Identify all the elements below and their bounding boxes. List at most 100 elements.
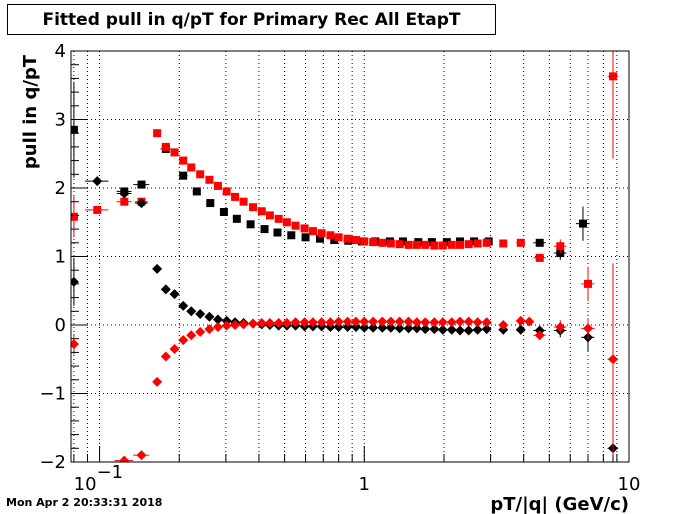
data-point [133,180,150,189]
data-point [438,241,447,250]
data-point [232,214,241,223]
square-marker [170,148,179,157]
diamond-marker [136,450,147,461]
square-marker [456,240,465,249]
square-marker [464,240,473,249]
data-point [273,228,282,237]
diamond-marker [368,316,379,327]
data-point [607,51,619,159]
diamond-marker [429,317,440,328]
data-point [153,129,162,138]
diamond-marker [515,324,526,335]
diamond-marker [316,317,327,328]
data-point [472,324,483,335]
data-point [446,324,457,335]
diamond-marker [281,317,292,328]
data-point [533,330,546,341]
square-marker [395,240,404,249]
data-point [178,335,189,346]
data-point [186,330,197,341]
square-marker [71,125,78,134]
diamond-marker [607,354,618,365]
data-point [299,317,310,328]
data-point [316,317,327,328]
diamond-marker [420,324,431,335]
data-point [581,266,595,302]
square-marker [326,231,335,240]
diamond-marker [212,314,223,325]
data-point [368,316,379,327]
diamond-marker [178,335,189,346]
data-point [385,316,396,327]
diamond-marker [411,317,422,328]
data-point [350,316,361,327]
diamond-marker [290,317,301,328]
data-point [421,240,430,249]
diamond-marker [248,318,259,329]
y-tick-label: −2 [39,452,66,473]
square-marker [249,203,258,212]
data-point [369,238,378,247]
square-marker [404,240,413,249]
diamond-marker [230,320,241,330]
data-point [265,211,274,220]
data-point [463,316,474,327]
square-marker [378,238,387,247]
data-point [212,322,223,333]
diamond-marker [169,289,180,300]
data-point [498,320,509,330]
diamond-marker [333,322,344,333]
diamond-marker [403,323,414,334]
data-point [290,317,301,328]
data-point [213,181,222,190]
diamond-marker [403,316,414,327]
data-point [368,322,379,333]
data-point [377,322,388,333]
data-point [481,317,492,328]
diamond-marker [136,198,147,209]
square-marker [535,238,544,247]
square-marker [360,237,369,246]
x-axis-title: pT/|q| (GeV/c) [490,494,629,514]
square-marker [232,214,241,223]
square-marker [265,211,274,220]
data-point [411,323,422,334]
square-marker [369,238,378,247]
data-point [134,198,148,209]
data-point [447,240,456,249]
diamond-marker [446,324,457,335]
square-marker [231,192,240,201]
diamond-marker [385,322,396,333]
data-point [206,199,215,208]
data-point [404,240,413,249]
diamond-marker [555,322,566,333]
data-point [256,317,267,328]
diamond-marker [160,351,171,362]
data-point [133,450,150,461]
x-tick-label: 10 [74,474,97,495]
data-point [334,233,343,242]
data-point [553,239,567,254]
data-point [395,240,404,249]
data-point [219,207,228,216]
diamond-marker [411,323,422,334]
data-point [152,376,163,387]
diamond-marker [394,316,405,327]
data-point [317,229,326,238]
diamond-marker [524,316,535,327]
diamond-marker [498,320,509,330]
data-point [195,326,206,337]
data-point [116,197,132,206]
data-point [179,156,188,165]
diamond-marker [394,323,405,334]
data-point [84,176,109,187]
y-tick-label: 3 [55,110,66,131]
square-marker [291,221,300,230]
data-point [351,236,360,245]
diamond-marker [212,322,223,333]
data-point [430,241,439,250]
diamond-marker [195,309,206,320]
data-point [231,192,240,201]
data-point [377,316,388,327]
